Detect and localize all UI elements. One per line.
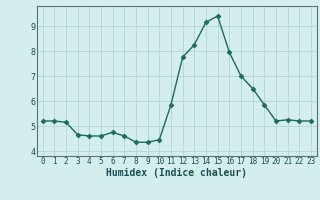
X-axis label: Humidex (Indice chaleur): Humidex (Indice chaleur)	[106, 168, 247, 178]
